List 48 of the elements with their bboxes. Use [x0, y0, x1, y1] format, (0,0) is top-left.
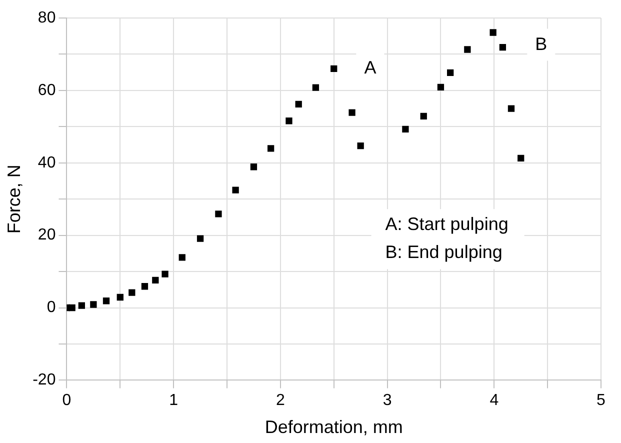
annotation: B: End pulping	[385, 242, 502, 262]
point	[357, 142, 364, 150]
point	[232, 186, 239, 194]
point	[402, 126, 409, 133]
point	[196, 235, 204, 242]
x-tick-label: 2	[276, 392, 285, 410]
point	[90, 301, 97, 308]
y-tick-label: 80	[38, 9, 56, 26]
point	[162, 270, 168, 278]
point	[490, 29, 496, 36]
y-axis-title: Force, N	[4, 164, 24, 234]
x-tick-label: 0	[62, 392, 72, 410]
y-tick-label: 20	[38, 226, 56, 244]
annotation: A: Start pulping	[385, 214, 508, 234]
point	[128, 289, 136, 296]
point	[348, 109, 356, 116]
point	[286, 118, 292, 124]
annotation: A	[364, 58, 376, 78]
point	[267, 145, 274, 152]
y-tick-label: 60	[38, 82, 56, 99]
point	[152, 276, 159, 284]
x-tick-label: 5	[596, 392, 606, 410]
point	[295, 100, 302, 108]
point	[312, 84, 320, 91]
annotation: B	[535, 34, 548, 54]
point	[464, 46, 471, 53]
y-tick-label: 0	[46, 299, 56, 316]
x-tick-label: 4	[490, 392, 499, 410]
point	[518, 154, 524, 162]
point	[420, 112, 427, 120]
x-axis-title: Deformation, mm	[264, 417, 403, 438]
point	[499, 44, 506, 51]
point	[68, 304, 76, 312]
x-tick-label: 3	[382, 392, 392, 410]
point	[102, 298, 110, 304]
point	[78, 302, 86, 309]
y-tick-label: -20	[32, 372, 56, 389]
point	[330, 65, 338, 72]
point	[508, 105, 515, 112]
y-tick-label: 40	[38, 154, 56, 172]
point	[178, 254, 186, 261]
x-tick-label: 1	[169, 392, 178, 410]
point	[447, 69, 454, 76]
point	[141, 283, 148, 290]
point	[116, 294, 124, 301]
point	[215, 210, 222, 218]
point	[437, 84, 444, 91]
point	[250, 164, 258, 170]
